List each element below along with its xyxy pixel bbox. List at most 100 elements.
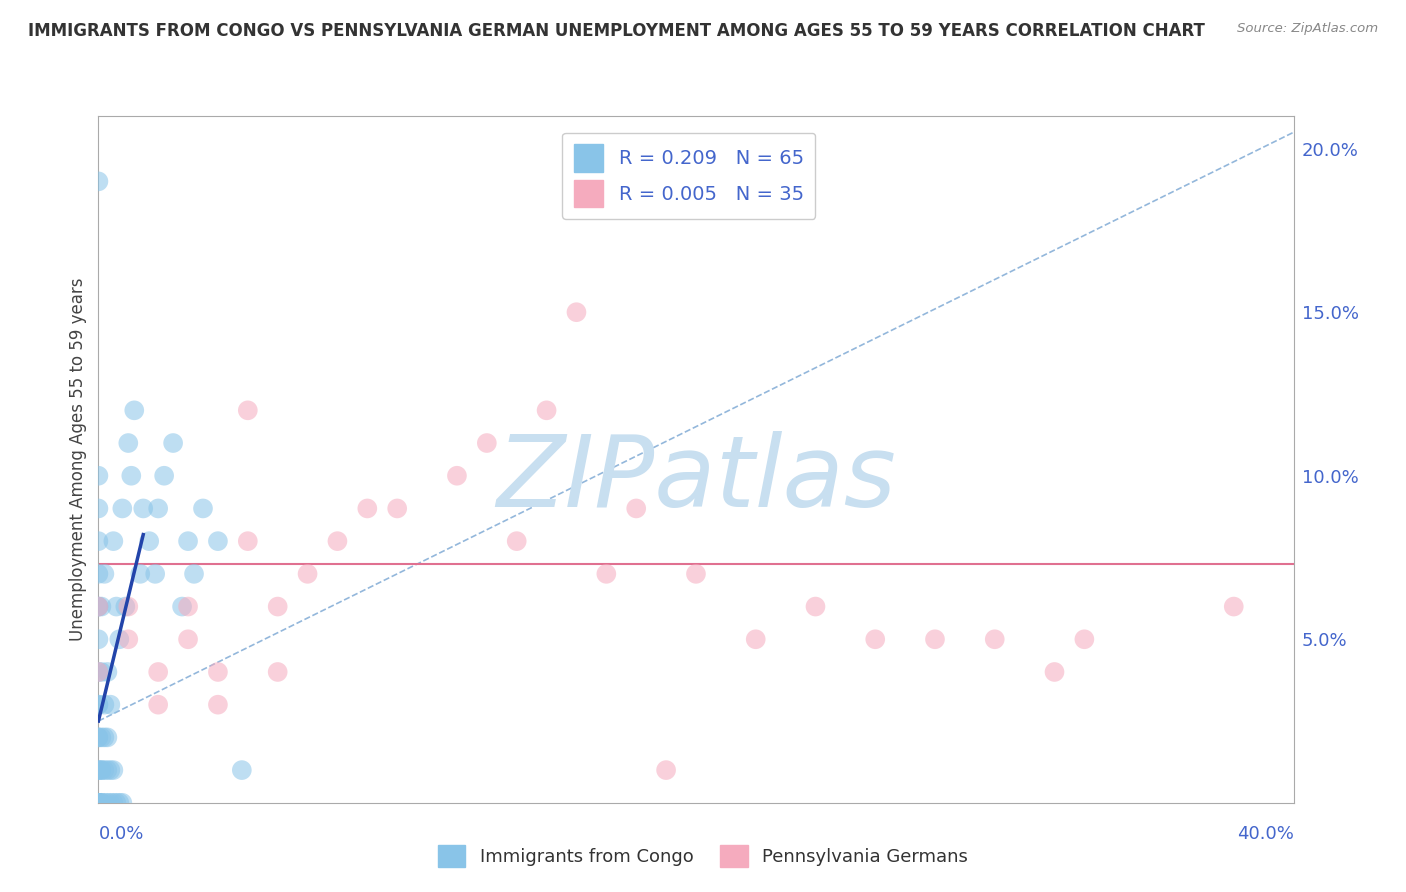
Point xyxy=(236,534,259,549)
Point xyxy=(90,763,112,777)
Point xyxy=(117,599,139,614)
Point xyxy=(105,796,128,810)
Text: 0.0%: 0.0% xyxy=(98,825,143,843)
Point xyxy=(177,599,200,614)
Point xyxy=(506,534,529,549)
Point xyxy=(87,534,110,549)
Point xyxy=(148,698,170,712)
Point xyxy=(87,698,110,712)
Point xyxy=(565,305,588,319)
Point xyxy=(865,632,887,647)
Point xyxy=(93,698,115,712)
Text: Source: ZipAtlas.com: Source: ZipAtlas.com xyxy=(1237,22,1378,36)
Point xyxy=(87,501,110,516)
Point xyxy=(385,501,409,516)
Point xyxy=(231,763,253,777)
Point xyxy=(93,763,115,777)
Point xyxy=(172,599,194,614)
Point xyxy=(177,632,200,647)
Point xyxy=(138,534,160,549)
Point xyxy=(96,665,118,679)
Point xyxy=(87,632,110,647)
Point xyxy=(103,796,125,810)
Point xyxy=(114,599,136,614)
Point xyxy=(626,501,648,516)
Point xyxy=(143,566,166,581)
Point xyxy=(87,796,110,810)
Point xyxy=(90,796,112,810)
Point xyxy=(984,632,1007,647)
Point xyxy=(297,566,319,581)
Point xyxy=(96,763,118,777)
Point xyxy=(191,501,214,516)
Point xyxy=(90,796,112,810)
Point xyxy=(87,599,110,614)
Point xyxy=(96,731,118,745)
Point xyxy=(111,796,134,810)
Point xyxy=(93,796,115,810)
Point xyxy=(90,665,112,679)
Point xyxy=(90,599,112,614)
Point xyxy=(100,698,122,712)
Point xyxy=(236,403,259,417)
Point xyxy=(685,566,707,581)
Point xyxy=(162,436,184,450)
Point xyxy=(745,632,768,647)
Point xyxy=(96,796,118,810)
Point xyxy=(93,731,115,745)
Point xyxy=(87,796,110,810)
Point xyxy=(108,632,131,647)
Point xyxy=(87,468,110,483)
Y-axis label: Unemployment Among Ages 55 to 59 years: Unemployment Among Ages 55 to 59 years xyxy=(69,277,87,641)
Point xyxy=(267,599,290,614)
Point xyxy=(87,174,110,188)
Point xyxy=(326,534,349,549)
Point xyxy=(183,566,205,581)
Point xyxy=(117,436,139,450)
Point xyxy=(1223,599,1246,614)
Point xyxy=(475,436,498,450)
Point xyxy=(93,566,115,581)
Point xyxy=(87,796,110,810)
Point xyxy=(124,403,146,417)
Point xyxy=(87,665,110,679)
Legend: Immigrants from Congo, Pennsylvania Germans: Immigrants from Congo, Pennsylvania Germ… xyxy=(430,838,976,874)
Point xyxy=(153,468,176,483)
Point xyxy=(1073,632,1095,647)
Point xyxy=(87,731,110,745)
Point xyxy=(90,763,112,777)
Point xyxy=(87,566,110,581)
Point xyxy=(117,632,139,647)
Point xyxy=(129,566,152,581)
Point xyxy=(87,665,110,679)
Point xyxy=(207,534,229,549)
Text: 40.0%: 40.0% xyxy=(1237,825,1294,843)
Point xyxy=(103,534,125,549)
Point xyxy=(87,796,110,810)
Point xyxy=(100,796,122,810)
Point xyxy=(177,534,200,549)
Point xyxy=(87,698,110,712)
Point xyxy=(105,599,128,614)
Point xyxy=(87,763,110,777)
Point xyxy=(90,731,112,745)
Legend: R = 0.209   N = 65, R = 0.005   N = 35: R = 0.209 N = 65, R = 0.005 N = 35 xyxy=(562,133,815,219)
Point xyxy=(120,468,142,483)
Point xyxy=(1043,665,1066,679)
Point xyxy=(100,763,122,777)
Point xyxy=(111,501,134,516)
Point xyxy=(87,796,110,810)
Point xyxy=(267,665,290,679)
Point xyxy=(103,763,125,777)
Point xyxy=(655,763,678,777)
Point xyxy=(536,403,558,417)
Point xyxy=(87,763,110,777)
Point xyxy=(87,599,110,614)
Point xyxy=(132,501,155,516)
Point xyxy=(595,566,617,581)
Text: IMMIGRANTS FROM CONGO VS PENNSYLVANIA GERMAN UNEMPLOYMENT AMONG AGES 55 TO 59 YE: IMMIGRANTS FROM CONGO VS PENNSYLVANIA GE… xyxy=(28,22,1205,40)
Point xyxy=(356,501,378,516)
Point xyxy=(148,501,170,516)
Point xyxy=(108,796,131,810)
Point xyxy=(804,599,827,614)
